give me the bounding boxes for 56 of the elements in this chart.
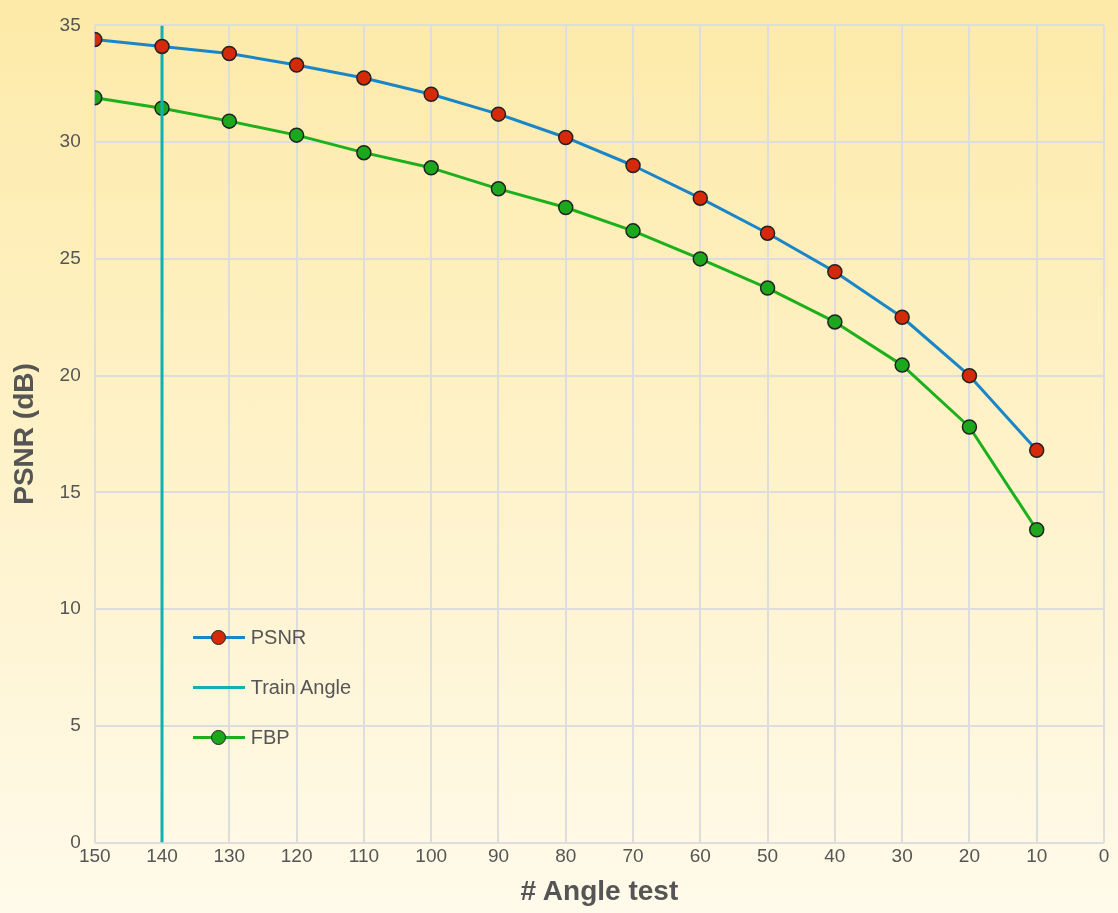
point <box>490 106 507 122</box>
x-tick-label: 50 <box>757 845 779 867</box>
point <box>356 144 372 161</box>
point <box>221 45 238 62</box>
x-tick-label: 40 <box>824 845 846 867</box>
point <box>423 86 439 103</box>
point <box>894 357 910 373</box>
point <box>625 157 641 174</box>
point <box>1028 521 1045 538</box>
x-tick-label: 10 <box>1026 845 1048 867</box>
x-tick-label: 110 <box>348 845 380 867</box>
x-tick-label: 30 <box>891 845 913 867</box>
y-tick-label: 20 <box>59 363 81 385</box>
point <box>692 190 709 206</box>
y-tick-label: 25 <box>59 247 81 269</box>
point <box>423 160 439 176</box>
y-tick-label: 35 <box>59 13 81 35</box>
x-tick-label: 0 <box>1098 845 1110 867</box>
y-tick-label: 0 <box>70 830 81 852</box>
x-tick-label: 140 <box>146 845 178 867</box>
y-tick-label: 15 <box>59 480 81 502</box>
y-tick-label: 5 <box>70 714 81 736</box>
point <box>961 367 978 384</box>
point <box>894 309 910 326</box>
x-tick-label: 80 <box>555 845 577 867</box>
point <box>961 419 978 435</box>
y-axis-title: PSNR (dB) <box>7 363 39 505</box>
point <box>154 38 170 55</box>
point <box>827 263 843 280</box>
point <box>288 57 305 73</box>
point <box>490 181 507 197</box>
x-tick-label: 70 <box>622 845 644 867</box>
point <box>692 251 709 267</box>
point <box>356 70 372 86</box>
point <box>221 113 238 129</box>
y-tick-label: 30 <box>59 130 81 152</box>
point <box>288 127 305 143</box>
legend-label: FBP <box>250 726 290 750</box>
point <box>1028 442 1045 459</box>
point <box>625 223 641 239</box>
x-tick-label: 120 <box>280 845 313 867</box>
x-axis-title: # Angle test <box>520 874 679 906</box>
x-tick-label: 150 <box>78 845 111 867</box>
legend-label: PSNR <box>250 626 307 650</box>
y-tick-label: 10 <box>59 597 81 619</box>
point <box>759 225 776 241</box>
x-tick-label: 130 <box>213 845 246 867</box>
legend-label: Train Angle <box>250 676 352 700</box>
point <box>827 314 843 330</box>
x-tick-label: 90 <box>487 845 510 867</box>
point <box>557 199 574 216</box>
x-tick-label: 100 <box>415 845 448 867</box>
point <box>557 129 574 146</box>
point <box>759 280 776 296</box>
x-tick-label: 60 <box>689 845 711 867</box>
x-tick-label: 20 <box>958 845 980 867</box>
